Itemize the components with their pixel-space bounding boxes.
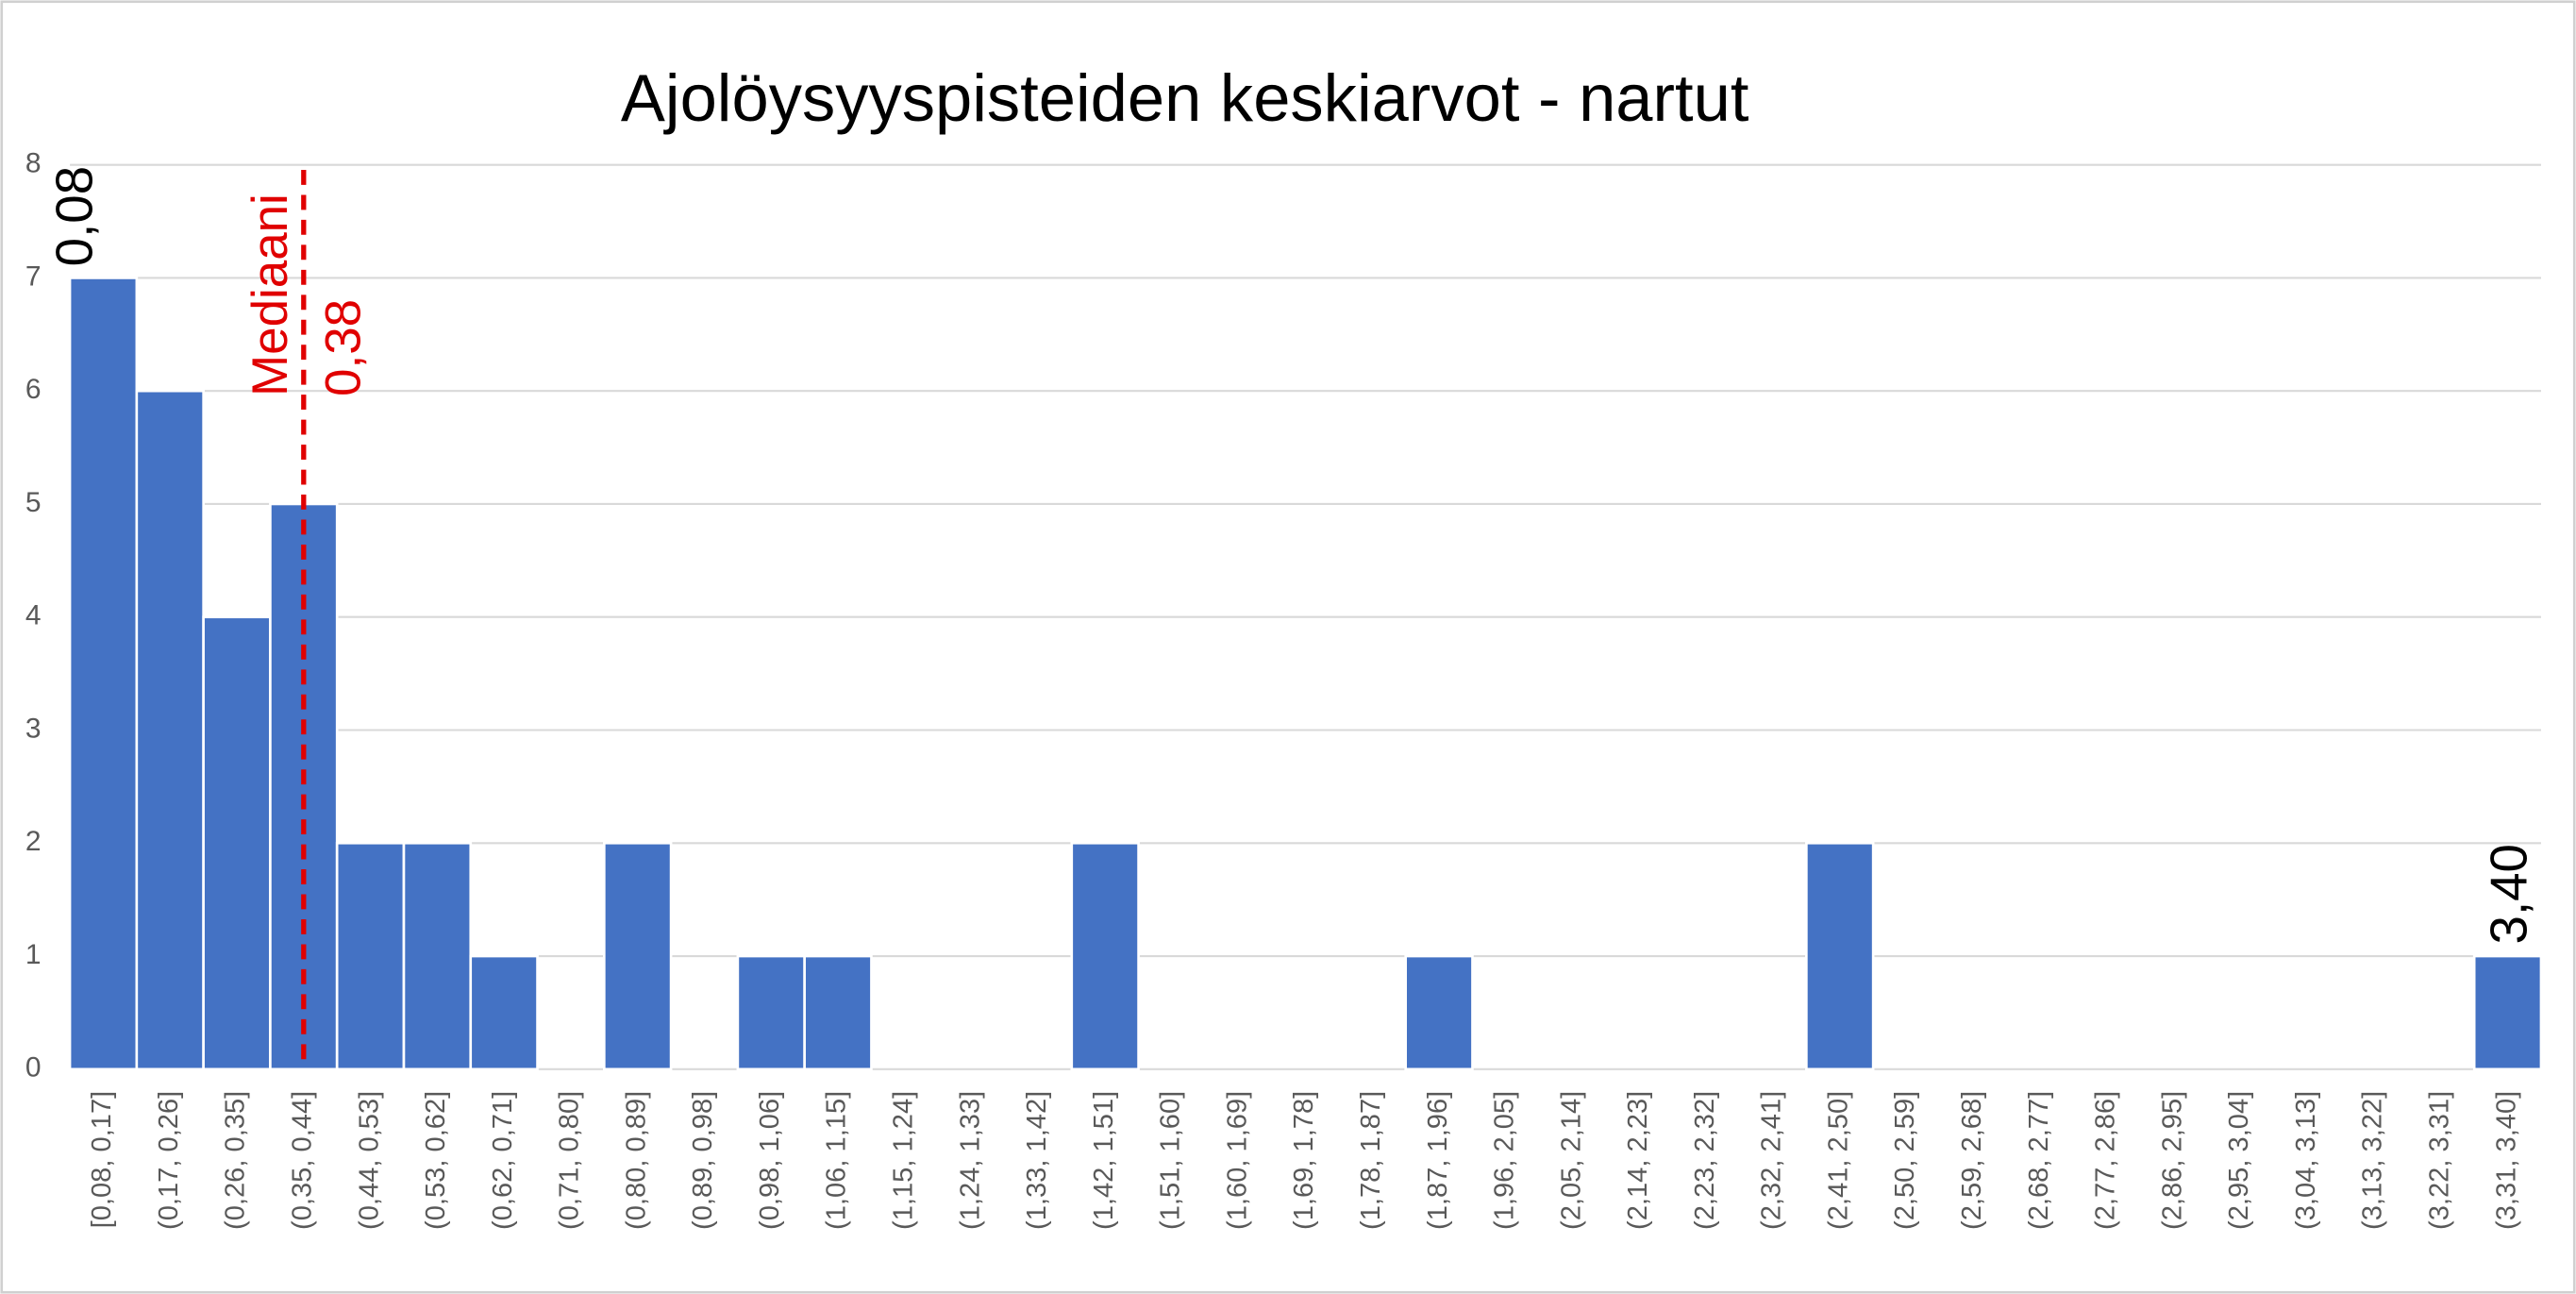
x-tick-label: (1,60, 1,69] (1222, 1091, 1252, 1230)
bar (2472, 954, 2543, 1071)
y-tick-label: 3 (25, 713, 42, 744)
y-tick-label: 6 (25, 374, 42, 405)
bar (469, 954, 539, 1071)
bar (335, 841, 406, 1071)
x-tick-label: (2,14, 2,23] (1623, 1091, 1653, 1230)
x-tick-label: (2,86, 2,95] (2157, 1091, 2187, 1230)
x-tick-label: (0,17, 0,26] (154, 1091, 184, 1230)
bar (269, 502, 339, 1071)
median-value: 0,38 (316, 299, 372, 396)
x-tick-label: (2,68, 2,77] (2024, 1091, 2054, 1230)
chart-title: Ajolöysyyspisteiden keskiarvot - nartut (621, 60, 1749, 135)
x-tick-label: (1,51, 1,60] (1156, 1091, 1186, 1230)
end-label: 3,40 (2479, 844, 2537, 944)
x-tick-label: (2,50, 2,59] (1890, 1091, 1920, 1230)
x-tick-label: (0,35, 0,44] (287, 1091, 317, 1230)
bar (1070, 841, 1140, 1071)
bar (736, 954, 806, 1071)
x-tick-label: (2,32, 2,41] (1757, 1091, 1787, 1230)
bar (803, 954, 873, 1071)
x-tick-label: (3,31, 3,40] (2491, 1091, 2521, 1230)
x-tick-label: (3,04, 3,13] (2291, 1091, 2321, 1230)
y-tick-label: 4 (25, 600, 42, 631)
x-tick-label: (2,59, 2,68] (1957, 1091, 1987, 1230)
x-tick-label: (1,69, 1,78] (1289, 1091, 1319, 1230)
x-tick-label: (0,80, 0,89] (621, 1091, 651, 1230)
bar (135, 389, 205, 1071)
x-tick-label: (0,53, 0,62] (421, 1091, 451, 1230)
bar (1404, 954, 1474, 1071)
y-tick-label: 2 (25, 826, 42, 857)
x-tick-label: (1,15, 1,24] (889, 1091, 919, 1230)
x-tick-label: (1,06, 1,15] (822, 1091, 852, 1230)
start-label: 0,08 (44, 166, 103, 266)
y-tick-label: 1 (25, 939, 42, 970)
x-tick-label: (1,96, 2,05] (1490, 1091, 1520, 1230)
x-tick-label: [0,08, 0,17] (87, 1091, 117, 1229)
x-tick-label: (1,87, 1,96] (1423, 1091, 1453, 1230)
x-tick-label: (1,24, 1,33] (955, 1091, 985, 1230)
x-tick-label: (1,42, 1,51] (1089, 1091, 1119, 1230)
median-label: Mediaani (243, 193, 298, 396)
x-tick-label: (0,71, 0,80] (555, 1091, 585, 1230)
bar (202, 615, 272, 1071)
x-tick-label: (2,77, 2,86] (2091, 1091, 2121, 1230)
bar (602, 841, 673, 1071)
x-tick-label: (0,62, 0,71] (488, 1091, 518, 1230)
x-tick-label: (0,98, 1,06] (755, 1091, 785, 1230)
x-tick-label: (2,23, 2,32] (1690, 1091, 1720, 1230)
x-tick-label: (1,33, 1,42] (1022, 1091, 1052, 1230)
x-tick-label: (0,89, 0,98] (688, 1091, 718, 1230)
x-tick-label: (2,95, 3,04] (2224, 1091, 2254, 1230)
bar (1805, 841, 1875, 1071)
x-tick-label: (2,41, 2,50] (1823, 1091, 1853, 1230)
y-tick-label: 5 (25, 487, 42, 518)
x-tick-label: (0,26, 0,35] (221, 1091, 251, 1230)
x-tick-label: (1,78, 1,87] (1356, 1091, 1386, 1230)
x-tick-label: (2,05, 2,14] (1556, 1091, 1586, 1230)
x-tick-label: (3,13, 3,22] (2358, 1091, 2388, 1230)
y-tick-label: 0 (25, 1052, 42, 1084)
y-tick-label: 8 (25, 148, 42, 179)
y-tick-label: 7 (25, 260, 42, 292)
x-tick-label: (0,44, 0,53] (354, 1091, 384, 1230)
x-tick-label: (3,22, 3,31] (2424, 1091, 2454, 1230)
bar (68, 277, 139, 1071)
bar (402, 841, 473, 1071)
